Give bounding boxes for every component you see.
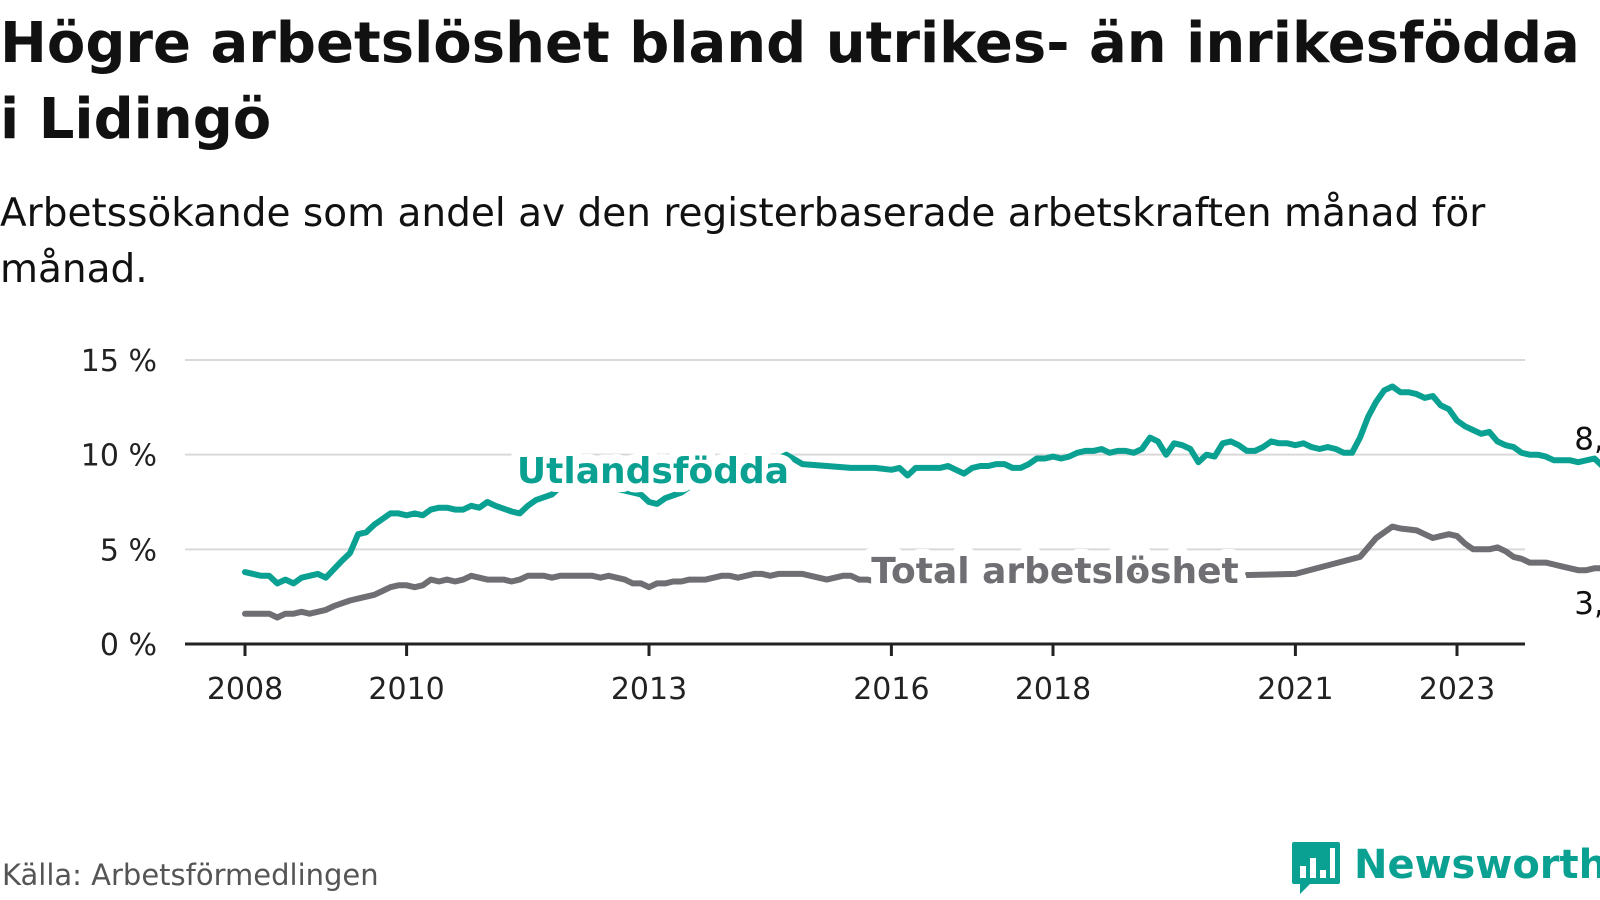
y-tick-label: 15 % [81, 344, 157, 379]
brand-name: Newsworthy [1354, 842, 1600, 888]
y-tick-label: 0 % [100, 628, 157, 663]
total-unemployment-line [242, 523, 1600, 621]
x-tick-label: 2016 [853, 672, 929, 707]
foreign-born-series-label-halo: Utlandsfödda [517, 451, 789, 492]
x-tick-label: 2013 [611, 672, 687, 707]
y-tick-label: 10 % [81, 439, 157, 474]
foreign-born-line [242, 383, 1600, 587]
x-tick-label: 2023 [1419, 672, 1495, 707]
x-tick-label: 2008 [207, 672, 283, 707]
brand-logo: Newsworthy [1290, 840, 1600, 896]
chart-subtitle: Arbetssökande som andel av den registerb… [0, 191, 1486, 292]
foreign-born-series-label: Utlandsfödda [517, 451, 789, 492]
line-chart: 0 % 5 % 10 % 15 % 2008 2010 2013 2016 2018 2021 20… [81, 344, 1600, 707]
x-tick-label: 2018 [1015, 672, 1091, 707]
x-tick-label: 2010 [368, 672, 444, 707]
total-series-label-halo: Total arbetslöshet [871, 551, 1239, 592]
bar-chart-speech-bubble-icon [1292, 842, 1340, 894]
total-unemployment-end-label: 3,7 % [1574, 586, 1600, 622]
source-note: Källa: Arbetsförmedlingen [2, 858, 379, 892]
x-tick-label: 2021 [1257, 672, 1333, 707]
chart-title: Högre arbetslöshet bland utrikes- än inr… [0, 11, 1580, 152]
total-series-label: Total arbetslöshet [871, 551, 1239, 592]
foreign-born-end-label: 8,9 % [1574, 421, 1600, 457]
y-tick-label: 5 % [100, 533, 157, 568]
